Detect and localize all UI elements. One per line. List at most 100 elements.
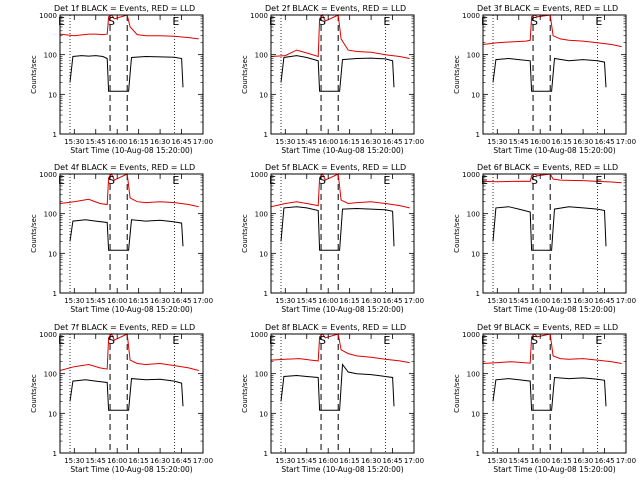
x-tick-label: 16:15 bbox=[340, 297, 360, 305]
lld-series-line bbox=[270, 173, 410, 209]
events-series-line bbox=[280, 363, 395, 411]
x-tick-label: 15:45 bbox=[509, 138, 529, 146]
events-series-line bbox=[492, 57, 607, 92]
x-axis-label: Start Time (10-Aug-08 15:20:00) bbox=[493, 305, 615, 314]
x-axis-label: Start Time (10-Aug-08 15:20:00) bbox=[281, 465, 403, 474]
events-series-line bbox=[280, 55, 395, 92]
y-axis-label: Counts/sec bbox=[30, 55, 38, 94]
x-tick-label: 15:45 bbox=[509, 297, 529, 305]
y-axis-label: Counts/sec bbox=[453, 55, 461, 94]
x-tick-label: 16:30 bbox=[573, 297, 593, 305]
panel-6: Det 6f BLACK = Events, RED = LLD E S E 1 10 10… bbox=[453, 163, 636, 314]
plot-frame bbox=[59, 14, 204, 135]
x-tick-label: 16:00 bbox=[530, 138, 550, 146]
y-axis-label: Counts/sec bbox=[241, 214, 249, 253]
panel-4: Det 4f BLACK = Events, RED = LLD E S E 1 10 10… bbox=[30, 163, 213, 314]
x-tick-label: 16:15 bbox=[129, 457, 149, 465]
x-tick-label: 17:00 bbox=[193, 297, 213, 305]
panel-title: Det 8f BLACK = Events, RED = LLD bbox=[265, 323, 406, 332]
y-tick-label: 1000 bbox=[462, 12, 480, 20]
y-tick-label: 10 bbox=[259, 410, 268, 418]
y-tick-label: 100 bbox=[44, 371, 57, 379]
event-marker-label: E bbox=[481, 334, 488, 347]
y-tick-label: 10 bbox=[471, 250, 480, 258]
event-marker-label: E bbox=[595, 174, 602, 187]
x-tick-label: 16:45 bbox=[594, 138, 614, 146]
x-tick-label: 16:45 bbox=[382, 297, 402, 305]
x-tick-label: 15:45 bbox=[297, 457, 317, 465]
x-tick-label: 16:00 bbox=[530, 297, 550, 305]
y-tick-label: 100 bbox=[255, 52, 268, 60]
y-tick-label: 1 bbox=[264, 290, 268, 298]
y-tick-label: 1000 bbox=[462, 171, 480, 179]
y-axis-label: Counts/sec bbox=[241, 55, 249, 94]
event-marker-label: E bbox=[269, 334, 276, 347]
x-tick-label: 16:45 bbox=[594, 297, 614, 305]
x-tick-label: 15:45 bbox=[297, 297, 317, 305]
event-marker-label: E bbox=[595, 334, 602, 347]
y-tick-label: 1000 bbox=[250, 331, 268, 339]
x-tick-label: 17:00 bbox=[404, 457, 424, 465]
plot-frame bbox=[59, 173, 204, 294]
panel-2: Det 2f BLACK = Events, RED = LLD E S E 1 10 10… bbox=[241, 4, 424, 155]
lld-series-line bbox=[482, 333, 622, 364]
panel-title: Det 7f BLACK = Events, RED = LLD bbox=[54, 323, 195, 332]
y-tick-label: 100 bbox=[255, 211, 268, 219]
y-tick-label: 100 bbox=[44, 211, 57, 219]
events-series-line bbox=[280, 206, 395, 251]
y-tick-label: 1000 bbox=[462, 331, 480, 339]
lld-series-line bbox=[59, 333, 199, 371]
plot-frame bbox=[270, 333, 415, 454]
panel-3: Det 3f BLACK = Events, RED = LLD E S E 1 10 10… bbox=[453, 4, 636, 155]
event-marker-label: S bbox=[531, 15, 538, 28]
event-marker-label: S bbox=[319, 174, 326, 187]
x-tick-label: 15:30 bbox=[275, 297, 295, 305]
y-tick-label: 100 bbox=[44, 52, 57, 60]
event-marker-label: E bbox=[172, 15, 179, 28]
event-marker-label: S bbox=[319, 334, 326, 347]
y-tick-label: 1 bbox=[476, 131, 480, 139]
plot-frame bbox=[59, 333, 204, 454]
event-marker-label: E bbox=[269, 15, 276, 28]
x-tick-label: 16:15 bbox=[552, 138, 572, 146]
x-tick-label: 16:30 bbox=[150, 457, 170, 465]
x-tick-label: 16:30 bbox=[361, 297, 381, 305]
x-tick-label: 16:45 bbox=[171, 138, 191, 146]
x-tick-label: 16:30 bbox=[573, 457, 593, 465]
event-marker-label: S bbox=[531, 174, 538, 187]
event-marker-label: E bbox=[595, 15, 602, 28]
y-tick-label: 10 bbox=[259, 250, 268, 258]
x-axis-label: Start Time (10-Aug-08 15:20:00) bbox=[70, 305, 192, 314]
x-tick-label: 17:00 bbox=[193, 457, 213, 465]
event-marker-label: E bbox=[481, 15, 488, 28]
x-tick-label: 15:45 bbox=[297, 138, 317, 146]
x-tick-label: 16:15 bbox=[129, 297, 149, 305]
x-tick-label: 16:15 bbox=[552, 457, 572, 465]
y-tick-label: 1000 bbox=[39, 171, 57, 179]
event-marker-label: E bbox=[383, 15, 390, 28]
x-tick-label: 15:30 bbox=[64, 297, 84, 305]
x-tick-label: 16:45 bbox=[382, 457, 402, 465]
event-marker-label: E bbox=[269, 174, 276, 187]
x-tick-label: 15:45 bbox=[86, 138, 106, 146]
events-series-line bbox=[69, 378, 184, 411]
x-tick-label: 16:30 bbox=[150, 297, 170, 305]
x-tick-label: 15:30 bbox=[64, 138, 84, 146]
lld-series-line bbox=[270, 14, 410, 59]
lld-series-line bbox=[59, 173, 199, 208]
y-tick-label: 1000 bbox=[250, 12, 268, 20]
events-series-line bbox=[69, 219, 184, 251]
y-tick-label: 10 bbox=[48, 91, 57, 99]
y-tick-label: 1 bbox=[53, 290, 57, 298]
event-marker-label: E bbox=[383, 174, 390, 187]
x-tick-label: 16:30 bbox=[361, 457, 381, 465]
x-axis-label: Start Time (10-Aug-08 15:20:00) bbox=[70, 465, 192, 474]
event-marker-label: E bbox=[58, 334, 65, 347]
plot-frame bbox=[270, 14, 415, 135]
y-tick-label: 10 bbox=[471, 91, 480, 99]
x-tick-label: 17:00 bbox=[193, 138, 213, 146]
event-marker-label: E bbox=[172, 334, 179, 347]
event-marker-label: E bbox=[58, 15, 65, 28]
y-tick-label: 1 bbox=[264, 131, 268, 139]
